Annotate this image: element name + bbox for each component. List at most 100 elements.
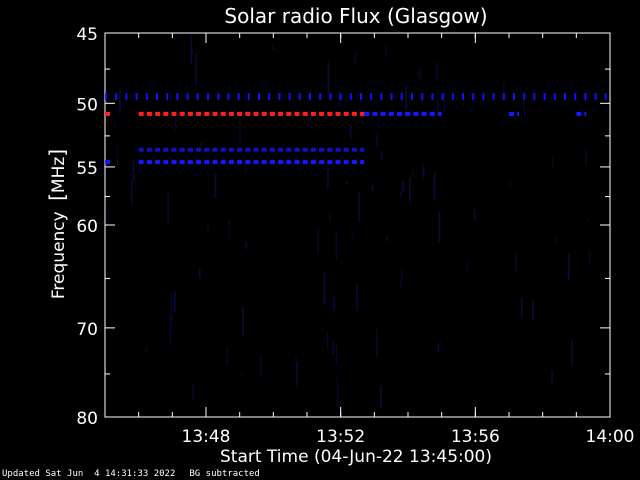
series-dash: [335, 160, 341, 165]
series-dash: [237, 147, 243, 152]
noise-streak: [515, 252, 517, 272]
noise-streak: [240, 373, 243, 377]
y-axis-label-main: Frequency: [49, 211, 69, 299]
noise-streak: [437, 342, 440, 353]
noise-streak: [245, 242, 247, 250]
series-dash: [517, 111, 520, 116]
series-dash: [441, 93, 444, 101]
noise-streak: [422, 166, 425, 179]
noise-streak: [551, 370, 553, 386]
y-tick-label: 45: [76, 25, 98, 45]
noise-streak: [192, 383, 194, 401]
noise-streak: [473, 209, 476, 220]
noise-streak: [400, 269, 403, 287]
noise-streak: [381, 152, 383, 160]
series-dash: [253, 160, 259, 165]
series-dash: [327, 147, 333, 152]
series-dash: [574, 93, 577, 101]
series-dash: [253, 111, 259, 116]
noise-streak: [207, 221, 209, 235]
x-tick-label: 14:00: [586, 427, 635, 447]
series-dash: [247, 93, 250, 101]
noise-streak: [419, 65, 422, 81]
noise-streak: [587, 217, 590, 222]
noise-streak: [436, 62, 438, 81]
series-dash: [261, 160, 267, 165]
series-band-7: [105, 160, 110, 165]
series-dash: [217, 93, 220, 101]
series-dash: [269, 147, 275, 152]
series-dash: [253, 147, 259, 152]
series-dash: [258, 93, 260, 101]
series-dash: [155, 160, 161, 165]
series-dash: [286, 160, 292, 165]
noise-streak: [174, 291, 176, 312]
series-dash: [329, 93, 332, 101]
series-dash: [310, 111, 316, 116]
series-dash: [245, 111, 251, 116]
noise-streak: [356, 283, 358, 311]
y-axis-label-unit: MHz: [49, 157, 69, 193]
series-band-2: [138, 111, 365, 116]
series-dash: [163, 111, 169, 116]
series-dash: [564, 93, 566, 101]
noise-streak: [170, 292, 173, 322]
noise-streak: [228, 219, 231, 240]
series-dash: [429, 111, 435, 116]
noise-streak: [119, 89, 121, 114]
noise-streak: [214, 174, 217, 198]
series-dash: [513, 93, 515, 101]
series-dash: [227, 93, 230, 101]
noise-streak: [132, 165, 135, 183]
x-tick-label: 13:52: [316, 427, 365, 447]
noise-streak: [405, 85, 407, 110]
series-band-0: [105, 93, 607, 101]
noise-streak: [239, 118, 241, 145]
series-dash: [343, 160, 349, 165]
footer-note: BG subtracted: [189, 469, 260, 479]
series-dash: [228, 160, 234, 165]
noise-streak: [417, 70, 419, 76]
series-dash: [186, 93, 189, 101]
noise-streak: [522, 98, 525, 112]
noise-streak: [242, 306, 244, 336]
series-dash: [413, 111, 419, 116]
y-tick-label: 80: [76, 409, 98, 429]
series-dash: [302, 160, 308, 165]
y-tick-label: 50: [76, 95, 98, 115]
series-dash: [335, 111, 341, 116]
series-band-6: [138, 147, 365, 152]
noise-streak: [520, 298, 523, 317]
series-dash: [482, 93, 485, 101]
series-dash: [421, 111, 427, 116]
series-dash: [261, 111, 267, 116]
noise-streak: [402, 180, 404, 192]
series-dash: [179, 111, 185, 116]
series-dash: [146, 111, 152, 116]
noise-streak: [317, 229, 319, 253]
series-dash: [187, 111, 193, 116]
background-noise: [107, 36, 591, 408]
series-band-4: [509, 111, 520, 116]
noise-streak: [333, 296, 335, 310]
footer: Updated Sat Jun 4 14:31:33 2022 BG subtra…: [2, 469, 274, 479]
series-dash: [166, 93, 169, 101]
series-dash: [298, 93, 301, 101]
noise-streak: [346, 181, 348, 186]
series-dash: [360, 111, 365, 116]
series-dash: [212, 147, 218, 152]
noise-streak: [332, 340, 334, 357]
series-dash: [405, 111, 411, 116]
series-dash: [196, 160, 202, 165]
series-dash: [179, 160, 185, 165]
noise-streak: [226, 348, 229, 366]
noise-streak: [400, 191, 402, 197]
noise-streak: [437, 89, 439, 113]
series-dash: [364, 111, 370, 116]
noise-streak: [358, 192, 361, 222]
noise-streak: [409, 177, 411, 203]
series-dash: [220, 147, 226, 152]
series-dash: [351, 160, 357, 165]
noise-streak: [352, 233, 355, 240]
